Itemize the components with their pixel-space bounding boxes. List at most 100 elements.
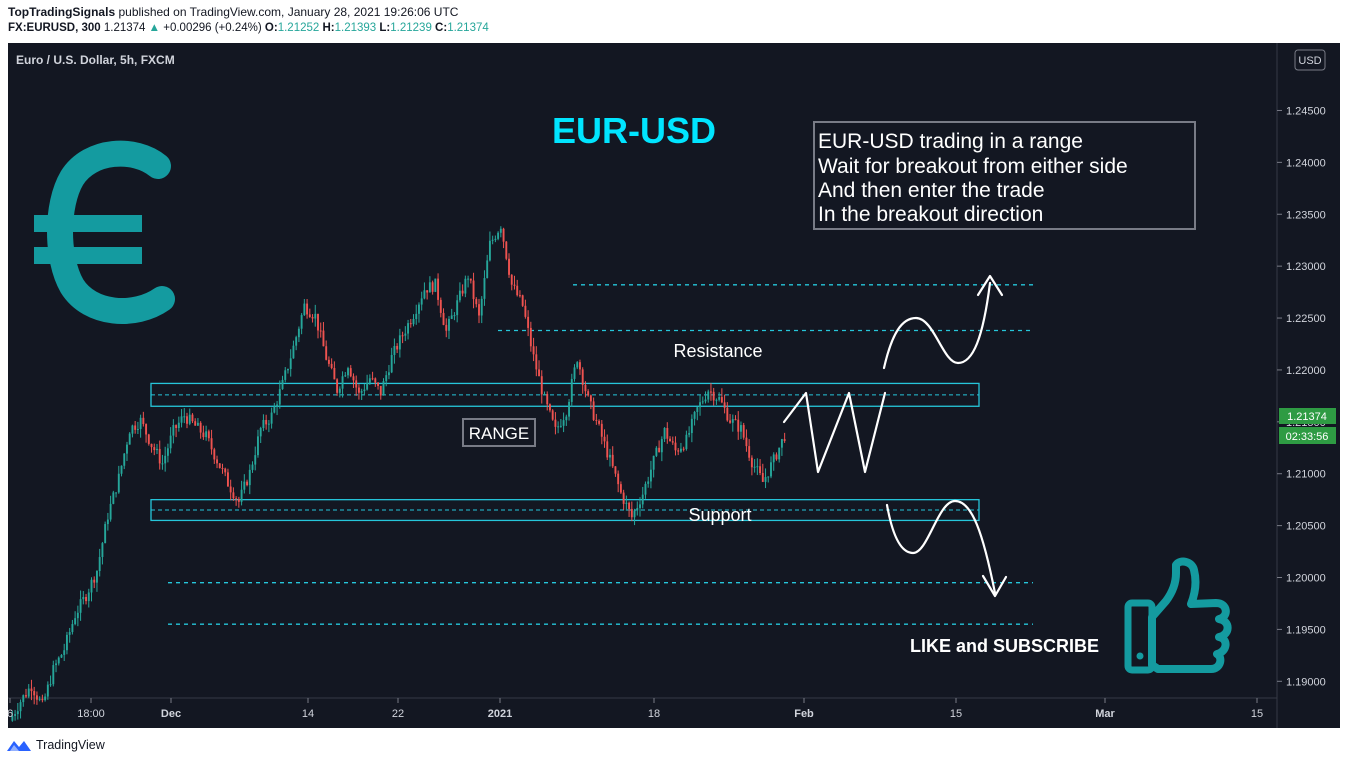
candle-up <box>38 698 41 700</box>
candle-down <box>524 305 527 317</box>
candle-down <box>674 442 677 451</box>
candle-up <box>117 473 120 493</box>
candle-up <box>565 416 568 421</box>
change-arrow-icon: ▲ <box>148 22 161 34</box>
candle-up <box>576 362 579 368</box>
candle-up <box>456 300 459 316</box>
candle-up <box>415 313 418 319</box>
candle-up <box>387 372 390 376</box>
candle-up <box>281 379 284 390</box>
candle-down <box>617 473 620 485</box>
price-tick-label: 1.22500 <box>1286 313 1326 325</box>
note-box[interactable] <box>813 121 1196 230</box>
candle-down <box>469 278 472 281</box>
candle-down <box>737 419 740 432</box>
candle-up <box>693 411 696 419</box>
candle-down <box>355 380 358 388</box>
candle-up <box>262 419 265 429</box>
candle-down <box>726 407 729 421</box>
currency-badge[interactable] <box>1294 49 1326 71</box>
candle-down <box>745 437 748 447</box>
currency-badge-label: USD <box>1298 55 1321 67</box>
candle-down <box>606 441 609 458</box>
candle-down <box>349 368 352 377</box>
candle-up <box>55 663 57 666</box>
tradingview-footer[interactable]: TradingView <box>6 735 105 755</box>
candle-up <box>344 375 347 377</box>
candle-up <box>169 435 172 449</box>
candle-up <box>180 416 183 423</box>
price-tick-label: 1.23000 <box>1286 261 1326 273</box>
candle-up <box>314 313 317 319</box>
candle-down <box>783 439 786 441</box>
candle-down <box>322 330 325 347</box>
chart-canvas[interactable]: 1.24500 1.24000 1.23500 1.23000 1.22500 1.220… <box>8 43 1340 728</box>
euro-icon <box>34 140 175 324</box>
candle-down <box>308 314 311 317</box>
candle-down <box>677 450 680 452</box>
candle-down <box>207 431 210 439</box>
author-name[interactable]: TopTradingSignals <box>8 5 116 19</box>
change-value: +0.00296 (+0.24%) <box>163 22 262 34</box>
candle-down <box>175 425 178 429</box>
candle-up <box>660 439 663 453</box>
candle-down <box>540 376 543 395</box>
upside-breakout-path <box>882 281 992 370</box>
candle-down <box>426 290 429 293</box>
candle-up <box>172 425 175 436</box>
candle-up <box>126 444 128 454</box>
candle-down <box>720 397 723 403</box>
candle-down <box>327 359 330 364</box>
candle-up <box>568 401 571 417</box>
candle-down <box>748 446 751 458</box>
chart-panel[interactable]: 1.24500 1.24000 1.23500 1.23000 1.22500 1.220… <box>8 43 1340 728</box>
candle-up <box>205 431 208 438</box>
candle-down <box>666 427 669 439</box>
candle-down <box>584 384 587 392</box>
footer-brand: TradingView <box>36 738 105 752</box>
low-label: L: <box>379 22 391 34</box>
candle-up <box>139 417 142 429</box>
candle-up <box>22 695 25 703</box>
candle-up <box>104 524 107 544</box>
candle-down <box>158 448 161 464</box>
candle-up <box>248 469 251 486</box>
candle-up <box>663 427 666 440</box>
range-box[interactable] <box>462 418 536 447</box>
candle-down <box>377 382 379 386</box>
candle-up <box>273 406 276 413</box>
candle-up <box>240 489 243 502</box>
time-tick-label: 14 <box>302 708 314 720</box>
candle-up <box>300 315 303 329</box>
candle-up <box>644 483 647 495</box>
candle-up <box>704 399 707 402</box>
candle-up <box>573 367 576 379</box>
support-label: Support <box>688 505 751 525</box>
candle-up <box>76 612 79 619</box>
downside-breakout-path <box>885 499 997 595</box>
candle-down <box>532 346 535 355</box>
candle-up <box>639 504 641 508</box>
candle-up <box>254 455 257 465</box>
candle-down <box>759 466 762 474</box>
candle-up <box>276 404 279 407</box>
price-tick-label: 1.20500 <box>1286 521 1326 533</box>
candle-down <box>311 316 314 319</box>
candle-down <box>237 499 240 502</box>
candle-up <box>767 476 770 478</box>
candle-up <box>166 448 169 456</box>
candle-down <box>202 432 205 438</box>
candle-down <box>630 508 633 518</box>
candle-up <box>464 278 467 294</box>
candles <box>11 226 786 722</box>
publish-info: TopTradingSignals published on TradingVi… <box>8 5 458 19</box>
candle-up <box>609 454 611 458</box>
candle-down <box>600 423 603 437</box>
candle-up <box>164 455 167 464</box>
candle-up <box>295 337 298 346</box>
candle-down <box>529 327 532 347</box>
candle-down <box>592 401 595 420</box>
candle-up <box>690 418 693 434</box>
candle-up <box>57 657 60 664</box>
candle-down <box>25 695 27 697</box>
